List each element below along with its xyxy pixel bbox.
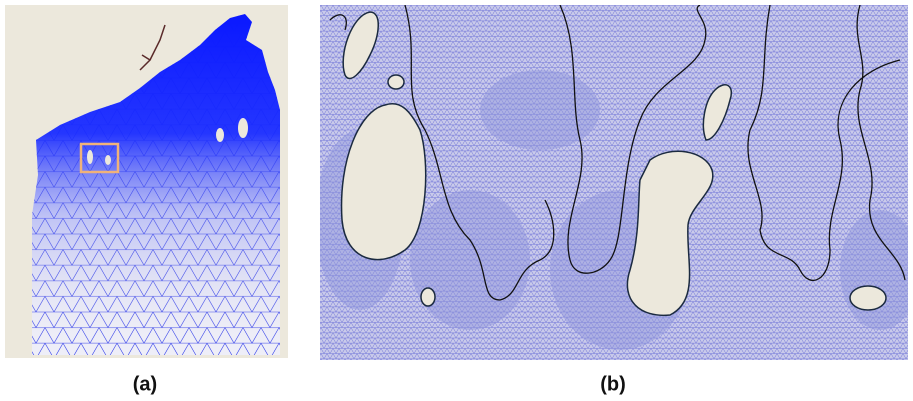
figure: (a) (b) [0,0,913,401]
page: {"panels": [{"label": "(a)"}, {"label": … [0,0,913,401]
panel-a-image [5,5,288,358]
panel-label: (b) [600,373,626,395]
panel-label: (a) [133,373,157,395]
panel-b-image [315,5,913,360]
